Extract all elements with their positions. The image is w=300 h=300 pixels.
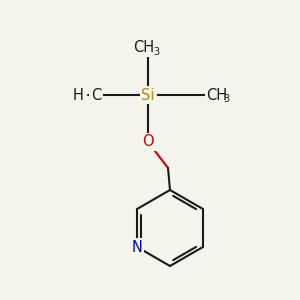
Text: 3: 3: [223, 94, 229, 104]
Text: Si: Si: [141, 88, 155, 103]
Text: CH: CH: [206, 88, 227, 103]
Text: H: H: [73, 88, 84, 103]
Text: 3: 3: [153, 47, 159, 57]
Text: C: C: [91, 88, 101, 103]
Text: O: O: [142, 134, 154, 149]
Text: CH: CH: [134, 40, 154, 56]
Text: N: N: [132, 239, 142, 254]
Text: 3: 3: [90, 94, 96, 104]
